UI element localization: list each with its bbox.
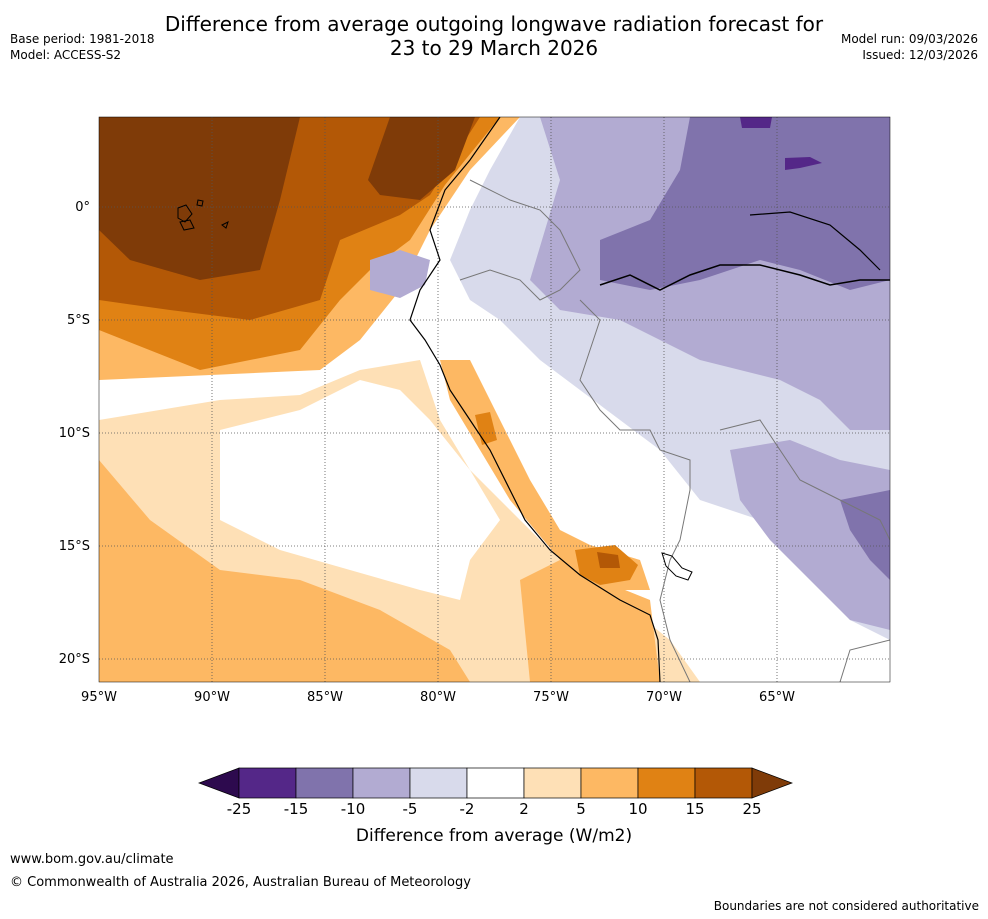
lon-label: 70°W bbox=[646, 690, 682, 705]
title-line-2: 23 to 29 March 2026 bbox=[389, 36, 599, 60]
region-positive-over-25-north bbox=[368, 117, 475, 200]
colorbar-tick-label: -25 bbox=[226, 800, 252, 818]
coastline bbox=[409, 117, 661, 682]
colorbar-tick-label: 5 bbox=[576, 800, 586, 818]
colorbar-tick-label: 15 bbox=[685, 800, 705, 818]
colorbar-swatch bbox=[523, 767, 582, 799]
region-negative-5-10-east bbox=[730, 440, 890, 630]
border-peru-bolivia bbox=[579, 299, 691, 682]
model-run-text: Model run: 09/03/2026 bbox=[840, 32, 978, 46]
lon-label: 75°W bbox=[533, 690, 569, 705]
lon-label: 65°W bbox=[759, 690, 795, 705]
border-brazil-bolivia bbox=[719, 419, 890, 541]
colorbar-tick-label: -2 bbox=[459, 800, 475, 818]
region-positive-over-25-west bbox=[99, 117, 300, 280]
amazon-river bbox=[599, 264, 890, 291]
colorbar-label: Difference from average (W/m2) bbox=[355, 826, 633, 846]
colorbar-tick-label: 2 bbox=[519, 800, 529, 818]
colorbar-tick-label: -5 bbox=[402, 800, 418, 818]
colorbar-tick-label: 10 bbox=[628, 800, 648, 818]
colorbar-swatch bbox=[580, 767, 639, 799]
title-line-1: Difference from average outgoing longwav… bbox=[164, 12, 824, 36]
region-positive-5-10-southwest bbox=[99, 460, 470, 682]
lon-label: 90°W bbox=[194, 690, 230, 705]
colorbar bbox=[198, 767, 793, 799]
colorbar-arrow-high bbox=[751, 767, 793, 799]
colorbar-tick-label: -10 bbox=[340, 800, 366, 818]
lat-label: 15°S bbox=[59, 539, 90, 554]
colorbar-swatch bbox=[694, 767, 753, 799]
colorbar-swatch bbox=[238, 767, 297, 799]
chart-title: Difference from average outgoing longwav… bbox=[0, 12, 988, 60]
lon-label: 85°W bbox=[307, 690, 343, 705]
colorbar-swatch bbox=[295, 767, 354, 799]
colorbar-arrow-low bbox=[198, 767, 240, 799]
lat-label: 20°S bbox=[59, 652, 90, 667]
footer-disclaimer: Boundaries are not considered authoritat… bbox=[713, 899, 979, 913]
footer-url[interactable]: www.bom.gov.au/climate bbox=[10, 852, 174, 867]
region-positive-15-25-south bbox=[597, 552, 620, 568]
map-frame bbox=[98, 116, 891, 683]
lon-label: 95°W bbox=[81, 690, 117, 705]
forecast-map: 0° 5°S 10°S 15°S 20°S 95°W 90°W 85°W 80°… bbox=[59, 116, 891, 705]
region-negative-15-25-a bbox=[740, 117, 772, 128]
region-negative-10-15 bbox=[600, 117, 890, 290]
region-negative-5-10-gulf bbox=[370, 250, 430, 298]
colorbar-swatch bbox=[409, 767, 468, 799]
colorbar-swatch bbox=[466, 767, 525, 799]
issued-text: Issued: 12/03/2026 bbox=[862, 48, 978, 62]
colorbar-tick-label: -15 bbox=[283, 800, 309, 818]
border-ecuador bbox=[459, 179, 581, 301]
meta-right: Model run: 09/03/2026 Issued: 12/03/2026 bbox=[841, 31, 978, 63]
colorbar-ticks: -25 -15 -10 -5 -2 2 5 10 15 25 bbox=[0, 800, 988, 822]
footer-copyright: © Commonwealth of Australia 2026, Austra… bbox=[10, 875, 471, 890]
base-period-text: Base period: 1981-2018 bbox=[10, 32, 155, 46]
map-fields bbox=[99, 117, 890, 682]
lake-titicaca bbox=[661, 552, 693, 581]
region-positive-5-10-coast bbox=[520, 560, 660, 682]
border-paraguay bbox=[839, 639, 890, 682]
region-negative-15-25-b bbox=[785, 157, 822, 170]
galapagos-islands bbox=[177, 199, 229, 231]
latitude-labels: 0° 5°S 10°S 15°S 20°S bbox=[59, 200, 90, 667]
region-near-average-ocean bbox=[220, 380, 500, 600]
region-positive-5-10-andes bbox=[440, 360, 650, 590]
rio-negro bbox=[749, 211, 881, 271]
region-negative-10-15-east bbox=[840, 490, 890, 580]
colorbar-tick-label: 25 bbox=[742, 800, 762, 818]
colorbar-swatch bbox=[637, 767, 696, 799]
longitude-labels: 95°W 90°W 85°W 80°W 75°W 70°W 65°W bbox=[81, 690, 795, 705]
map-gridlines bbox=[99, 117, 890, 682]
colorbar-swatches bbox=[198, 767, 793, 799]
lat-label: 0° bbox=[75, 200, 90, 215]
lon-label: 80°W bbox=[420, 690, 456, 705]
lat-label: 5°S bbox=[67, 313, 90, 328]
model-text: Model: ACCESS-S2 bbox=[10, 48, 122, 62]
lat-label: 10°S bbox=[59, 426, 90, 441]
meta-left: Base period: 1981-2018 Model: ACCESS-S2 bbox=[10, 31, 155, 63]
colorbar-swatch bbox=[352, 767, 411, 799]
